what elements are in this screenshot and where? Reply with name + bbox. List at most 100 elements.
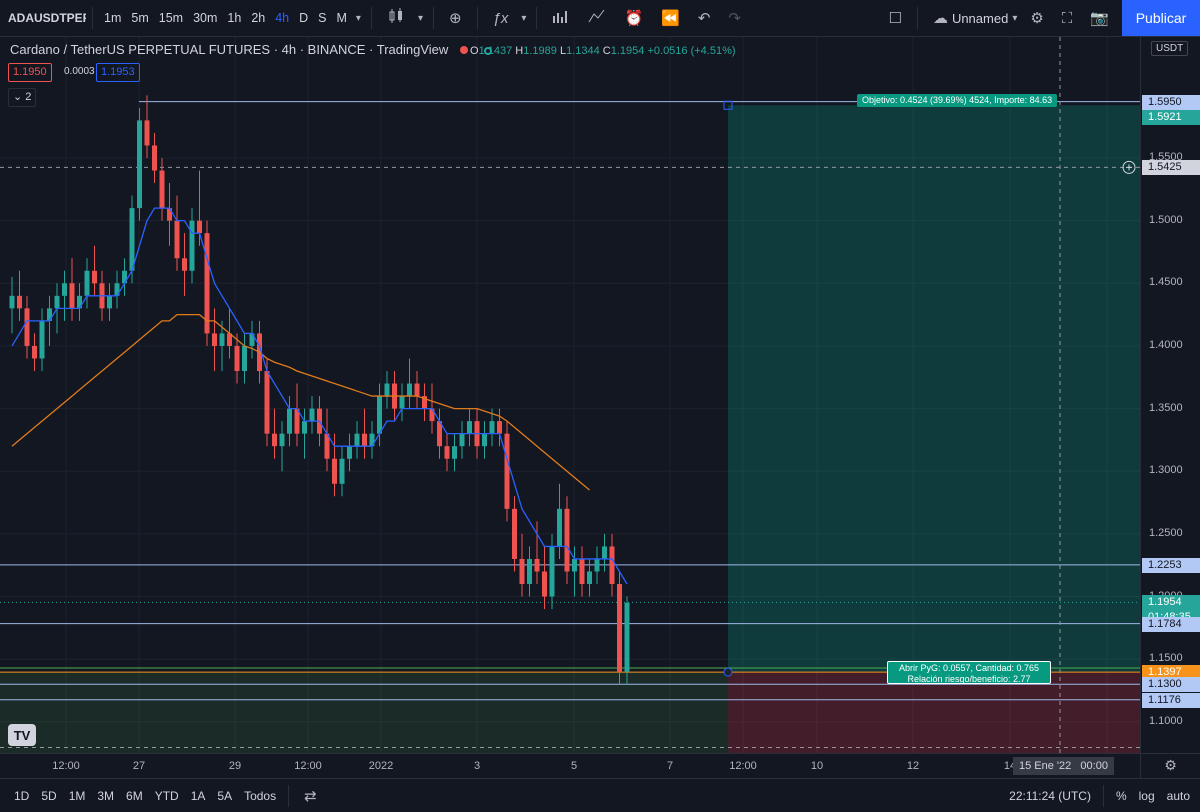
undo-icon[interactable]: ↶ xyxy=(697,10,711,27)
time-tick-label: 27 xyxy=(132,760,146,772)
candle-body xyxy=(294,408,300,434)
price-tag: 1.1176 xyxy=(1142,692,1200,708)
chevron-down-icon[interactable]: ▾ xyxy=(355,12,361,24)
candle-body xyxy=(549,546,555,597)
candle-body xyxy=(489,421,495,434)
percent-toggle[interactable]: % xyxy=(1115,788,1127,803)
candle-body xyxy=(174,220,180,259)
range-5a[interactable]: 5A xyxy=(217,788,233,803)
clock[interactable]: 22:11:24 (UTC) xyxy=(1009,788,1091,803)
interval-5m[interactable]: 5m xyxy=(131,11,149,25)
plus-icon-cross xyxy=(1126,164,1132,171)
entry-handle xyxy=(723,667,733,677)
range-ytd[interactable]: YTD xyxy=(154,788,179,803)
log-toggle[interactable]: log xyxy=(1138,788,1155,803)
chevron-down-icon[interactable]: ▾ xyxy=(1012,12,1018,24)
divider xyxy=(1102,784,1104,807)
interval-1h[interactable]: 1h xyxy=(227,11,242,25)
target-label[interactable]: Objetivo: 0.4524 (39.69%) 4524, Importe:… xyxy=(857,94,1058,107)
price-tick-label: 1.1000 xyxy=(1149,714,1183,727)
range-3m[interactable]: 3M xyxy=(97,788,115,803)
low-label: L xyxy=(559,45,567,57)
indicators-toggle[interactable]: ⌄ 2 xyxy=(8,88,37,107)
fullscreen-box-icon[interactable]: ☐ xyxy=(888,10,902,27)
open-label: O xyxy=(470,45,479,57)
price-tick-label: 1.1500 xyxy=(1149,652,1183,665)
candle-body xyxy=(152,145,157,171)
auto-toggle[interactable]: auto xyxy=(1166,788,1190,803)
range-1a[interactable]: 1A xyxy=(190,788,206,803)
expand-icon[interactable]: ⛶ xyxy=(1061,9,1073,27)
goto-date-icon[interactable]: ⇄ xyxy=(304,787,317,805)
candle-body xyxy=(347,446,352,459)
settings-icon[interactable]: ⚙ xyxy=(1140,753,1200,778)
range-5d[interactable]: 5D xyxy=(41,788,57,803)
price-scale[interactable]: USDT 1.5500 1.5000 1.4500 1.4000 1.3500 1.300… xyxy=(1140,37,1200,753)
close-label: C xyxy=(602,45,611,57)
candle-body xyxy=(32,345,37,359)
candles-icon[interactable] xyxy=(378,8,414,28)
candle-body xyxy=(309,408,315,422)
symbol-title: Cardano / TetherUS PERPETUAL FUTURES · 4… xyxy=(10,42,449,57)
interval-4h[interactable]: 4h xyxy=(275,11,290,25)
price-tag: 1.1397 xyxy=(1142,665,1200,681)
candle-body xyxy=(69,283,75,309)
candle-body xyxy=(557,508,562,547)
replay-icon[interactable]: ⏪ xyxy=(661,10,680,27)
range-6m[interactable]: 6M xyxy=(126,788,143,803)
high-value: 1.1989 xyxy=(523,45,557,57)
gear-icon[interactable]: ⚙ xyxy=(1030,10,1044,27)
chart-pane[interactable] xyxy=(0,37,1140,753)
chart-legend: Cardano / TetherUS PERPETUAL FUTURES · 4… xyxy=(10,42,492,57)
price-chart[interactable] xyxy=(0,37,1140,753)
time-tick-label: 5 xyxy=(570,760,578,772)
layout-name[interactable]: Unnamed xyxy=(951,10,1009,26)
symbol-search[interactable]: ADAUSDTPEF xyxy=(8,11,86,25)
low-value: 1.1344 xyxy=(566,45,600,57)
tradingview-logo-icon[interactable]: TV xyxy=(8,724,36,746)
interval-30m[interactable]: 30m xyxy=(193,11,218,25)
range-1m[interactable]: 1M xyxy=(68,788,86,803)
interval-15m[interactable]: 15m xyxy=(158,11,184,25)
candle-body xyxy=(332,458,337,484)
candle-body xyxy=(609,546,615,585)
candle-body xyxy=(482,433,487,447)
interval-S[interactable]: S xyxy=(318,11,327,25)
chevron-down-icon[interactable]: ▾ xyxy=(417,12,423,24)
redo-icon[interactable]: ↷ xyxy=(728,10,741,27)
indicators-icon[interactable]: ƒx xyxy=(492,9,509,27)
buy-button[interactable]: 1.1953 xyxy=(96,63,140,82)
position-info[interactable]: Abrir PyG: 0.0557, Cantidad: 0.765 Relac… xyxy=(887,661,1051,684)
chevron-down-icon[interactable]: ▾ xyxy=(521,12,527,24)
publish-button[interactable]: Publicar xyxy=(1122,0,1200,36)
time-tick-label: 3 xyxy=(473,760,481,772)
interval-2h[interactable]: 2h xyxy=(251,11,266,25)
currency-label[interactable]: USDT xyxy=(1151,41,1189,56)
time-tick-label: 12:00 xyxy=(729,760,757,772)
candle-body xyxy=(227,333,232,346)
interval-D[interactable]: D xyxy=(299,11,309,25)
market-status-icon[interactable] xyxy=(459,46,468,54)
candle-body xyxy=(219,333,225,346)
price-tick-label: 1.3500 xyxy=(1149,401,1183,414)
candle-body xyxy=(84,270,90,296)
interval-M[interactable]: M xyxy=(336,11,347,25)
price-tag: 1.1300 xyxy=(1142,677,1200,693)
plus-icon xyxy=(1122,160,1136,174)
time-tick-label: 29 xyxy=(228,760,242,772)
financials-icon[interactable] xyxy=(543,8,579,28)
range-todos[interactable]: Todos xyxy=(244,788,277,803)
cloud-icon: ☁ xyxy=(932,10,948,27)
camera-icon[interactable]: 📷 xyxy=(1090,10,1109,27)
candle-body xyxy=(167,208,172,221)
price-tag: 1.2253 xyxy=(1142,557,1200,573)
alert-icon[interactable]: ⏰ xyxy=(624,10,644,27)
compare-icon[interactable] xyxy=(579,8,615,28)
sell-button[interactable]: 1.1950 xyxy=(8,63,52,82)
candle-body xyxy=(377,396,382,434)
interval-1m[interactable]: 1m xyxy=(104,11,122,25)
interval-list: 1m 5m 15m 30m 1h 2h 4h D S M xyxy=(99,0,352,37)
range-1d[interactable]: 1D xyxy=(14,788,30,803)
add-indicator-icon[interactable]: ⊕ xyxy=(448,10,462,27)
